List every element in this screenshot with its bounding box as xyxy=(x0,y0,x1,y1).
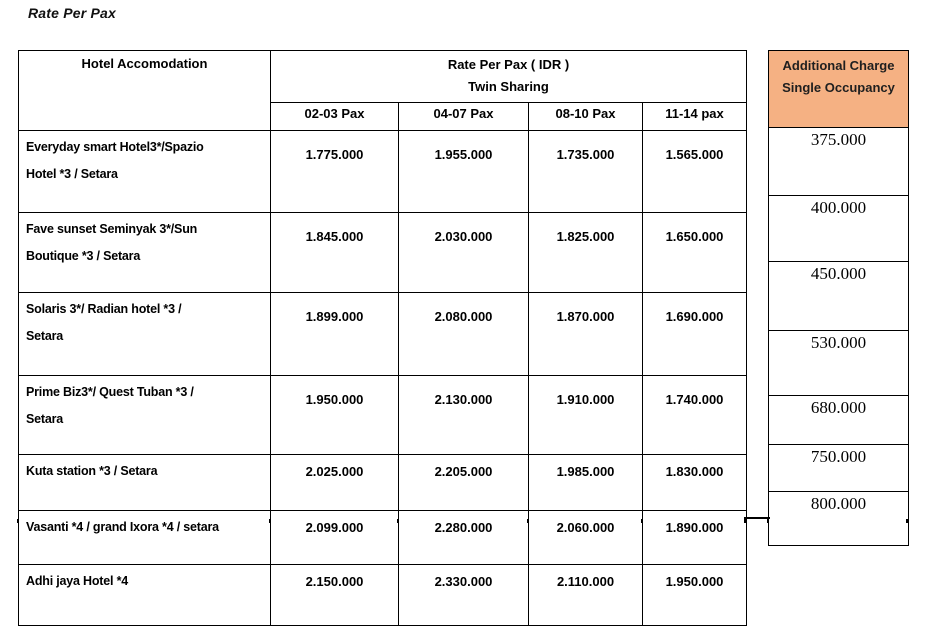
table-row: Prime Biz3*/ Quest Tuban *3 / Setara 1.9… xyxy=(18,375,747,455)
hotel-accomodation-header: Hotel Accomodation xyxy=(18,50,271,131)
rate-cell: 2.030.000 xyxy=(398,212,529,293)
rate-cell: 1.775.000 xyxy=(270,130,399,213)
rate-cell: 1.650.000 xyxy=(642,212,747,293)
additional-charge-header: Additional Charge Single Occupancy xyxy=(768,50,909,128)
rate-cell: 2.110.000 xyxy=(528,564,643,626)
rate-cell: 1.890.000 xyxy=(642,510,747,565)
table-row: Kuta station *3 / Setara 2.025.000 2.205… xyxy=(18,454,747,511)
table-border-stub xyxy=(744,519,746,523)
pax-header-04-07: 04-07 Pax xyxy=(398,102,529,131)
additional-charge-value: 680.000 xyxy=(768,395,909,445)
table-row: 680.000 xyxy=(768,395,909,445)
rate-cell: 2.130.000 xyxy=(398,375,529,455)
table-row: 530.000 xyxy=(768,330,909,396)
table-border-stub xyxy=(527,519,529,523)
additional-charge-value: 375.000 xyxy=(768,127,909,196)
table-border-stub xyxy=(641,519,643,523)
hotel-name: Kuta station *3 / Setara xyxy=(18,454,271,511)
hotel-name: Solaris 3*/ Radian hotel *3 / Setara xyxy=(18,292,271,376)
group-header-line2: Twin Sharing xyxy=(468,79,549,94)
table-border-connector xyxy=(744,517,770,519)
rate-cell: 2.150.000 xyxy=(270,564,399,626)
hotel-name: Fave sunset Seminyak 3*/Sun Boutique *3 … xyxy=(18,212,271,293)
additional-charge-header-line2: Single Occupancy xyxy=(782,80,895,95)
table-row: 400.000 xyxy=(768,195,909,262)
table-border-stub xyxy=(17,519,19,523)
rate-cell: 1.565.000 xyxy=(642,130,747,213)
table-row: 450.000 xyxy=(768,261,909,331)
rate-cell: 2.099.000 xyxy=(270,510,399,565)
table-border-stub xyxy=(397,519,399,523)
rate-cell: 1.985.000 xyxy=(528,454,643,511)
rate-cell: 2.280.000 xyxy=(398,510,529,565)
rate-cell: 1.740.000 xyxy=(642,375,747,455)
hotel-name: Vasanti *4 / grand Ixora *4 / setara xyxy=(18,510,271,565)
table-row: Solaris 3*/ Radian hotel *3 / Setara 1.8… xyxy=(18,292,747,376)
table-border-stub xyxy=(269,519,271,523)
rate-cell: 2.060.000 xyxy=(528,510,643,565)
table-header-row: Hotel Accomodation Rate Per Pax ( IDR ) … xyxy=(18,50,747,131)
rate-cell: 1.690.000 xyxy=(642,292,747,376)
table-row: Adhi jaya Hotel *4 2.150.000 2.330.000 2… xyxy=(18,564,747,626)
pax-header-11-14: 11-14 pax xyxy=(642,102,747,131)
hotel-name: Everyday smart Hotel3*/Spazio Hotel *3 /… xyxy=(18,130,271,213)
table-row: Fave sunset Seminyak 3*/Sun Boutique *3 … xyxy=(18,212,747,293)
rate-cell: 2.025.000 xyxy=(270,454,399,511)
hotel-name: Prime Biz3*/ Quest Tuban *3 / Setara xyxy=(18,375,271,455)
additional-charge-header-row: Additional Charge Single Occupancy xyxy=(768,50,909,128)
hotel-name: Adhi jaya Hotel *4 xyxy=(18,564,271,626)
additional-charge-value: 450.000 xyxy=(768,261,909,331)
pax-header-02-03: 02-03 Pax xyxy=(270,102,399,131)
additional-charge-value: 530.000 xyxy=(768,330,909,396)
additional-charge-value: 400.000 xyxy=(768,195,909,262)
rate-cell: 1.910.000 xyxy=(528,375,643,455)
group-header-line1: Rate Per Pax ( IDR ) xyxy=(447,57,570,72)
table-row: 750.000 xyxy=(768,444,909,492)
pax-header-row: 02-03 Pax 04-07 Pax 08-10 Pax 11-14 pax xyxy=(19,102,747,131)
rate-cell: 1.899.000 xyxy=(270,292,399,376)
table-row: 375.000 xyxy=(768,127,909,196)
table-border-stub xyxy=(767,519,769,523)
rate-cell: 1.825.000 xyxy=(528,212,643,293)
additional-charge-value: 800.000 xyxy=(768,491,909,546)
table-row: 800.000 xyxy=(768,491,909,546)
rate-cell: 1.950.000 xyxy=(642,564,747,626)
rate-cell: 1.845.000 xyxy=(270,212,399,293)
additional-charge-table: Additional Charge Single Occupancy 375.0… xyxy=(768,50,909,546)
rate-cell: 1.830.000 xyxy=(642,454,747,511)
table-row: Everyday smart Hotel3*/Spazio Hotel *3 /… xyxy=(18,130,747,213)
page-title: Rate Per Pax xyxy=(28,5,117,21)
additional-charge-header-line1: Additional Charge xyxy=(782,58,895,73)
additional-charge-value: 750.000 xyxy=(768,444,909,492)
rate-cell: 2.205.000 xyxy=(398,454,529,511)
table-row: Vasanti *4 / grand Ixora *4 / setara 2.0… xyxy=(18,510,747,565)
rate-cell: 1.735.000 xyxy=(528,130,643,213)
rate-cell: 1.955.000 xyxy=(398,130,529,213)
rate-cell: 1.950.000 xyxy=(270,375,399,455)
rate-cell: 2.330.000 xyxy=(398,564,529,626)
rate-per-pax-group-header: Rate Per Pax ( IDR ) Twin Sharing xyxy=(270,50,747,103)
table-border-stub xyxy=(906,519,908,523)
rate-cell: 1.870.000 xyxy=(528,292,643,376)
pax-header-08-10: 08-10 Pax xyxy=(528,102,643,131)
rate-cell: 2.080.000 xyxy=(398,292,529,376)
